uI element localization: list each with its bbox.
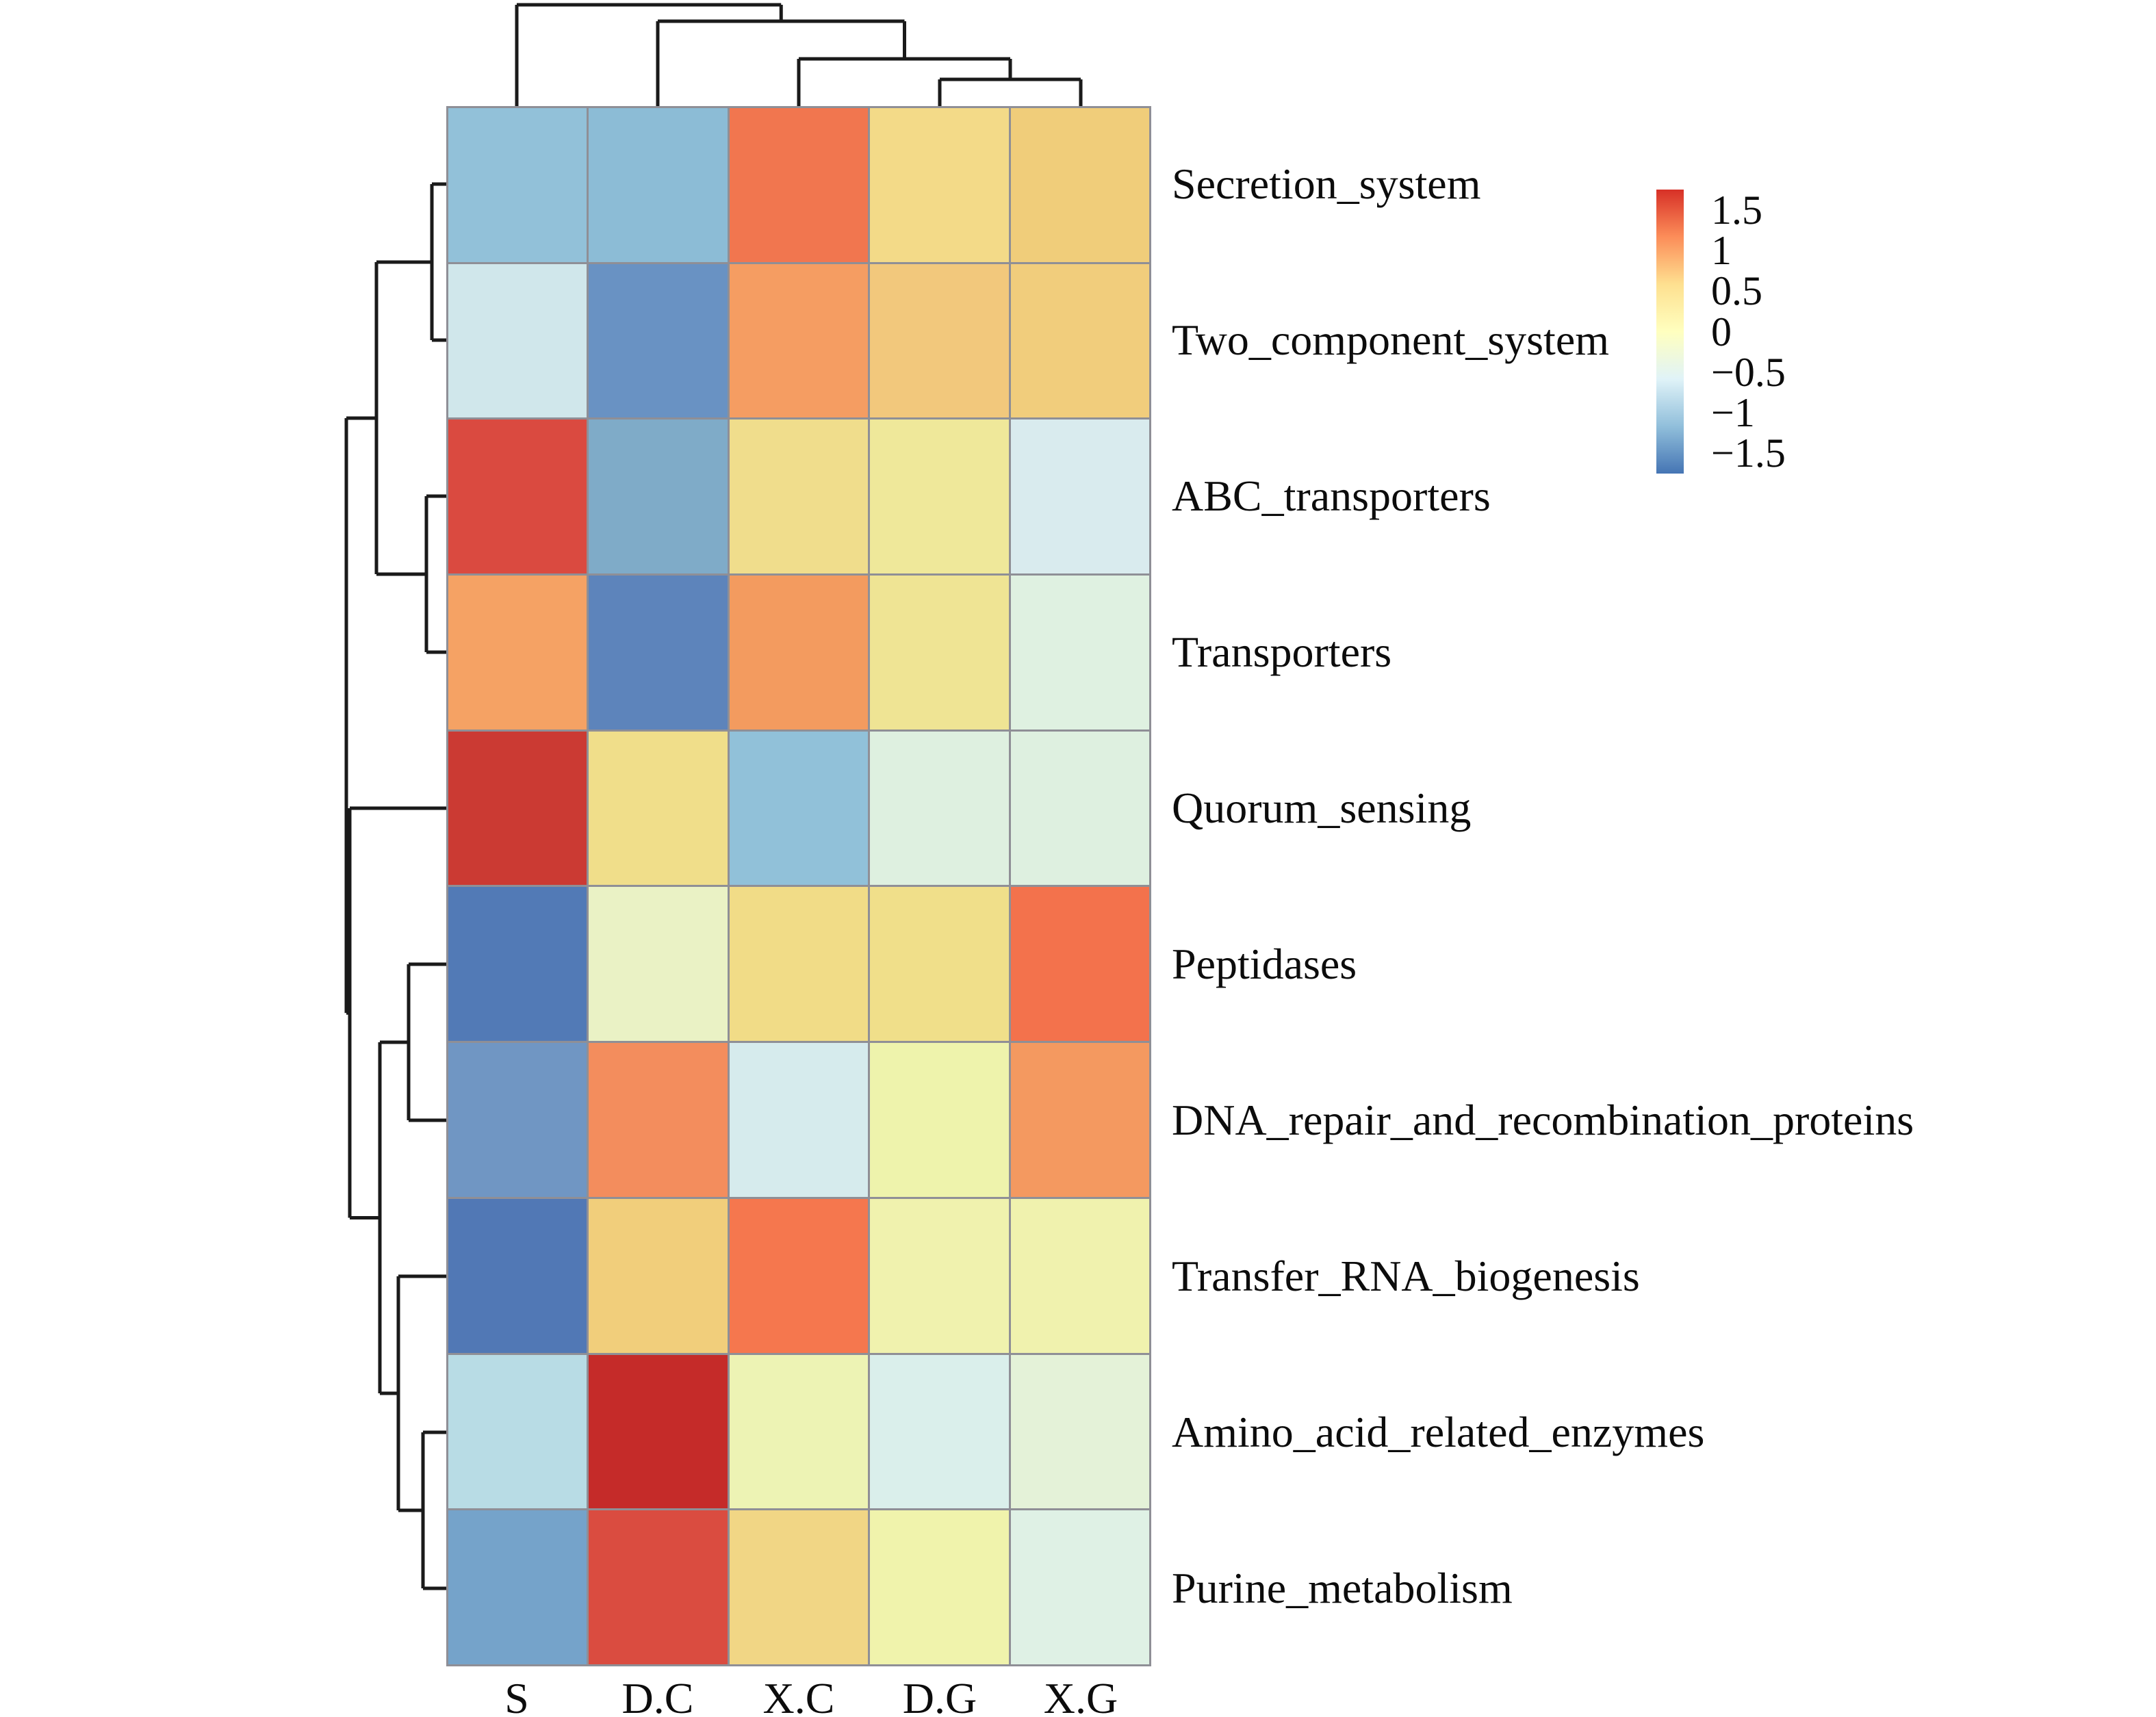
heatmap-cell-DNA_repair_and_recombination_proteins-X.G — [1010, 1043, 1149, 1197]
heatmap-cell-Purine_metabolism-S — [448, 1510, 587, 1664]
heatmap-cell-DNA_repair_and_recombination_proteins-X.C — [729, 1043, 869, 1197]
heatmap-cell-Secretion_system-D.G — [870, 108, 1009, 262]
heatmap-cell-Secretion_system-D.C — [589, 108, 728, 262]
heatmap-grid — [446, 106, 1151, 1666]
heatmap-cell-ABC_transporters-X.G — [1010, 419, 1149, 574]
row-label: Peptidases — [1172, 940, 1357, 988]
heatmap-cell-Secretion_system-S — [448, 108, 587, 262]
heatmap-cell-ABC_transporters-S — [448, 419, 587, 574]
row-label: Transfer_RNA_biogenesis — [1172, 1252, 1640, 1300]
heatmap-cell-Peptidases-X.C — [729, 887, 869, 1042]
heatmap-cell-DNA_repair_and_recombination_proteins-S — [448, 1043, 587, 1197]
heatmap-cell-Transfer_RNA_biogenesis-S — [448, 1198, 587, 1353]
heatmap-cell-Transfer_RNA_biogenesis-D.G — [870, 1198, 1009, 1353]
heatmap-cell-Purine_metabolism-X.C — [729, 1510, 869, 1664]
legend-tick-label: 1 — [1711, 227, 1732, 273]
heatmap-cell-Two_component_system-X.G — [1010, 263, 1149, 418]
heatmap-cell-DNA_repair_and_recombination_proteins-D.C — [589, 1043, 728, 1197]
legend-tick-label: −0.5 — [1711, 349, 1786, 395]
heatmap-cell-Amino_acid_related_enzymes-D.C — [589, 1354, 728, 1509]
heatmap-cell-Amino_acid_related_enzymes-X.G — [1010, 1354, 1149, 1509]
heatmap-cell-Secretion_system-X.C — [729, 108, 869, 262]
heatmap-cell-Peptidases-D.C — [589, 887, 728, 1042]
legend-tick-label: −1.5 — [1711, 430, 1786, 476]
column-label: X.C — [762, 1674, 835, 1717]
heatmap-cell-Two_component_system-D.C — [589, 263, 728, 418]
legend-gradient-bar — [1656, 190, 1684, 474]
column-label: X.G — [1043, 1674, 1118, 1717]
heatmap-cell-Purine_metabolism-D.G — [870, 1510, 1009, 1664]
row-label: Amino_acid_related_enzymes — [1172, 1408, 1705, 1456]
heatmap-cell-Peptidases-D.G — [870, 887, 1009, 1042]
heatmap-cell-Transfer_RNA_biogenesis-X.C — [729, 1198, 869, 1353]
heatmap-cell-Transporters-X.G — [1010, 576, 1149, 730]
legend-tick-label: −1 — [1711, 390, 1755, 436]
heatmap-cell-Two_component_system-S — [448, 263, 587, 418]
heatmap-cell-Quorum_sensing-D.G — [870, 731, 1009, 886]
heatmap-cell-Quorum_sensing-X.C — [729, 731, 869, 886]
legend-tick-label: 1.5 — [1711, 187, 1762, 233]
heatmap-cell-Two_component_system-X.C — [729, 263, 869, 418]
heatmap-cell-Peptidases-X.G — [1010, 887, 1149, 1042]
heatmap-cell-Transfer_RNA_biogenesis-D.C — [589, 1198, 728, 1353]
heatmap-cell-Two_component_system-D.G — [870, 263, 1009, 418]
heatmap-cell-Quorum_sensing-S — [448, 731, 587, 886]
row-label: Purine_metabolism — [1172, 1564, 1513, 1612]
row-label: Quorum_sensing — [1172, 784, 1472, 832]
heatmap-cell-DNA_repair_and_recombination_proteins-D.G — [870, 1043, 1009, 1197]
heatmap-cell-Amino_acid_related_enzymes-S — [448, 1354, 587, 1509]
heatmap-cell-Purine_metabolism-X.G — [1010, 1510, 1149, 1664]
heatmap-cell-Purine_metabolism-D.C — [589, 1510, 728, 1664]
column-label: S — [504, 1674, 529, 1717]
heatmap-cell-Transporters-D.G — [870, 576, 1009, 730]
column-label: D.C — [621, 1674, 694, 1717]
row-label: ABC_transporters — [1172, 472, 1491, 520]
heatmap-cell-Secretion_system-X.G — [1010, 108, 1149, 262]
heatmap-cell-Amino_acid_related_enzymes-D.G — [870, 1354, 1009, 1509]
heatmap-cell-Transporters-X.C — [729, 576, 869, 730]
heatmap-cell-Peptidases-S — [448, 887, 587, 1042]
heatmap-cell-ABC_transporters-D.G — [870, 419, 1009, 574]
row-dendrogram — [344, 182, 446, 1590]
heatmap-cell-Transfer_RNA_biogenesis-X.G — [1010, 1198, 1149, 1353]
row-label: Secretion_system — [1172, 159, 1481, 208]
row-label: DNA_repair_and_recombination_proteins — [1172, 1096, 1914, 1144]
row-label: Transporters — [1172, 628, 1392, 676]
column-label: D.G — [902, 1674, 977, 1717]
heatmap-cell-Transporters-D.C — [589, 576, 728, 730]
column-dendrogram — [515, 3, 1083, 106]
legend-tick-label: 0.5 — [1711, 268, 1762, 314]
heatmap-cell-Quorum_sensing-D.C — [589, 731, 728, 886]
heatmap-cell-Transporters-S — [448, 576, 587, 730]
row-label: Two_component_system — [1172, 315, 1609, 364]
legend-tick-label: 0 — [1711, 309, 1732, 354]
heatmap-cell-Amino_acid_related_enzymes-X.C — [729, 1354, 869, 1509]
heatmap-cell-ABC_transporters-X.C — [729, 419, 869, 574]
heatmap-cell-Quorum_sensing-X.G — [1010, 731, 1149, 886]
heatmap-cell-ABC_transporters-D.C — [589, 419, 728, 574]
